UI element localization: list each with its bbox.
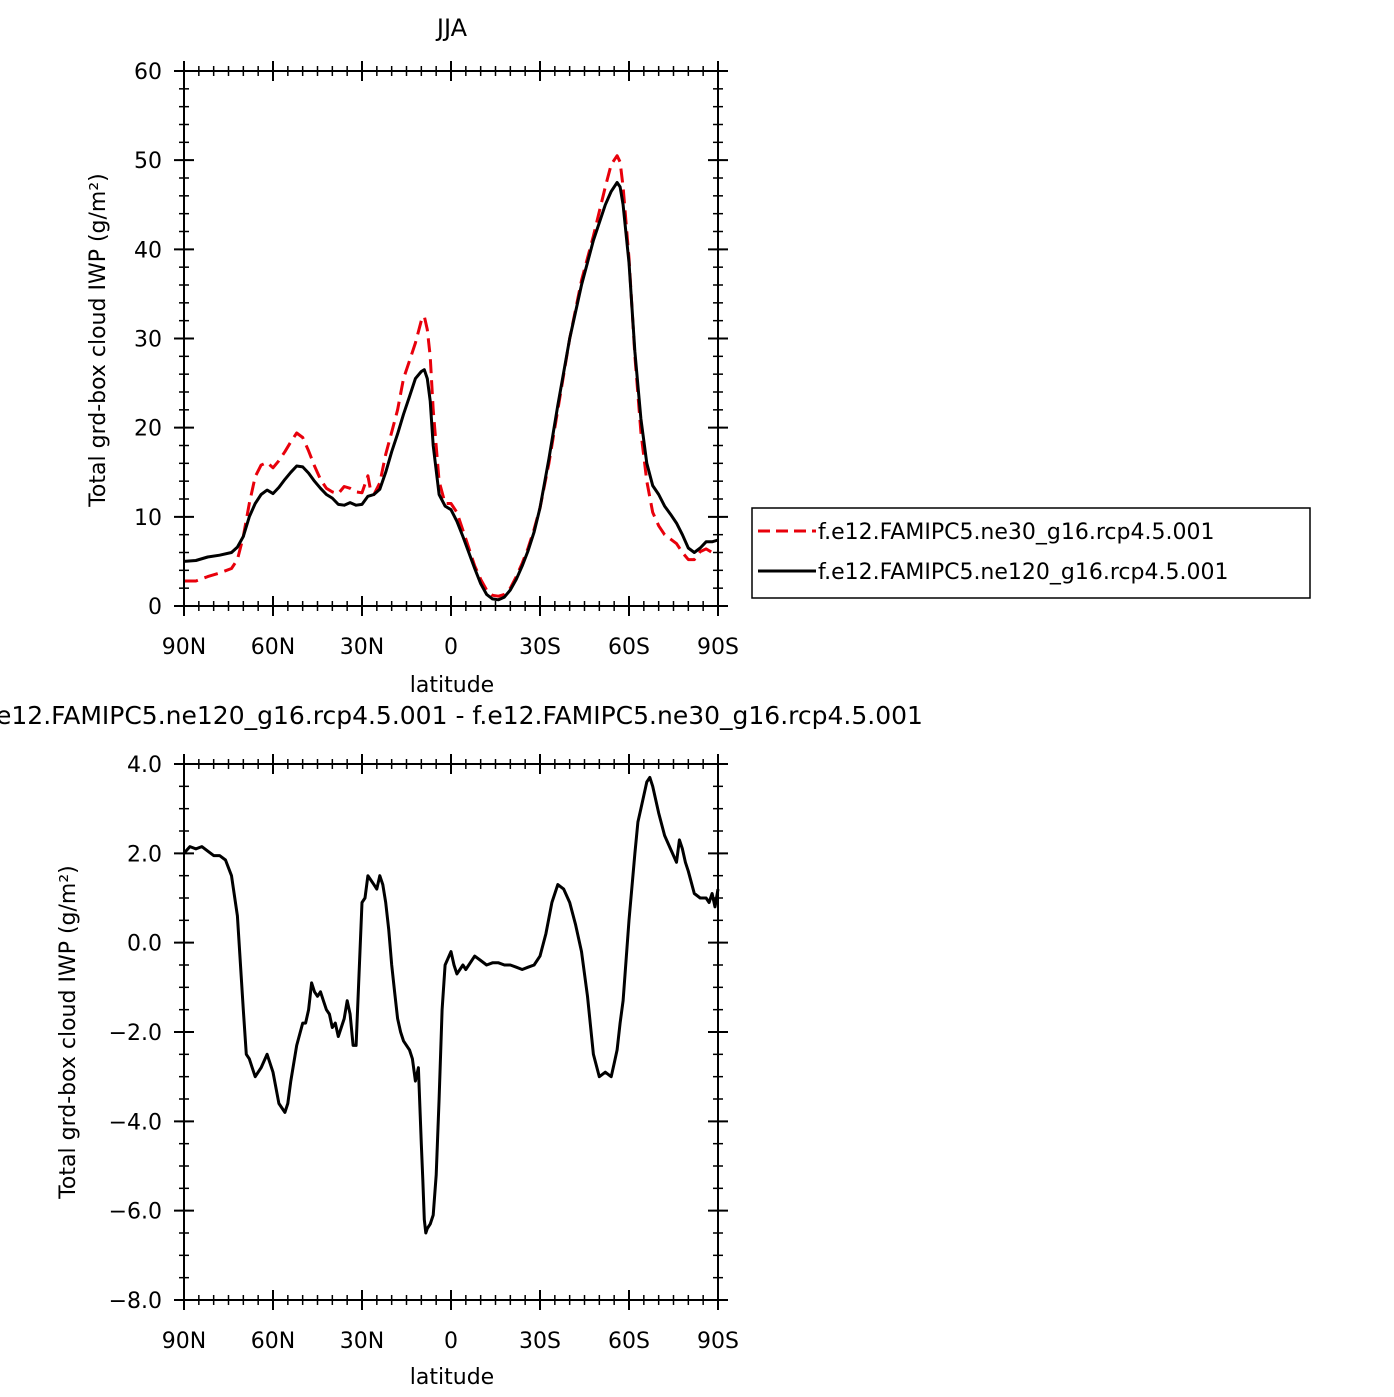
y-tick-label: 0 xyxy=(148,595,162,620)
y-axis-label: Total grd-box cloud IWP (g/m²) xyxy=(56,865,81,1200)
legend-box xyxy=(751,507,1311,599)
x-tick-label: 90S xyxy=(697,1329,739,1354)
y-tick-label: 20 xyxy=(134,417,162,442)
y-tick-label: 0.0 xyxy=(127,932,162,957)
y-tick-label: 60 xyxy=(134,60,162,85)
x-tick-label: 90N xyxy=(162,1329,206,1354)
x-tick-label: 30N xyxy=(340,1329,384,1354)
series-lines xyxy=(183,154,719,602)
y-tick-label: 2.0 xyxy=(127,842,162,867)
x-tick-label: 30S xyxy=(519,635,561,660)
plot-frame xyxy=(183,70,719,607)
bottom-panel: f.e12.FAMIPC5.ne120_g16.rcp4.5.001 - f.e… xyxy=(0,701,923,1390)
y-tick-label: 4.0 xyxy=(127,753,162,778)
x-tick-label: 90N xyxy=(162,635,206,660)
y-tick-label: −8.0 xyxy=(109,1289,162,1314)
y-tick-label: −6.0 xyxy=(109,1200,162,1225)
chart-title: f.e12.FAMIPC5.ne120_g16.rcp4.5.001 - f.e… xyxy=(0,701,923,730)
series-line-1 xyxy=(182,775,720,1235)
x-tick-label: 30N xyxy=(340,635,384,660)
top-panel: JJA Total grd-box cloud IWP (g/m²) latit… xyxy=(86,14,739,698)
legend-label-ne120: f.e12.FAMIPC5.ne120_g16.rcp4.5.001 xyxy=(818,560,1228,585)
legend-label-ne30: f.e12.FAMIPC5.ne30_g16.rcp4.5.001 xyxy=(818,520,1214,545)
x-tick-label: 60S xyxy=(608,635,650,660)
y-tick-label: 50 xyxy=(134,149,162,174)
y-tick-label: 10 xyxy=(134,506,162,531)
plot-frame xyxy=(183,763,719,1301)
y-tick-label: −4.0 xyxy=(109,1110,162,1135)
series-line-2 xyxy=(183,181,719,602)
axis-ticks: −8.0 −6.0 −4.0 −2.0 0.0 2.0 4.0 90N 60N 30N 0 30S 60… xyxy=(109,753,739,1354)
x-tick-label: 60N xyxy=(251,635,295,660)
x-tick-label: 0 xyxy=(444,1329,458,1354)
y-tick-label: 30 xyxy=(134,328,162,353)
y-axis-label: Total grd-box cloud IWP (g/m²) xyxy=(86,173,111,508)
x-axis-label: latitude xyxy=(410,1365,494,1390)
x-axis-label: latitude xyxy=(410,673,494,698)
x-tick-label: 60S xyxy=(608,1329,650,1354)
series-lines xyxy=(182,775,720,1235)
legend: f.e12.FAMIPC5.ne30_g16.rcp4.5.001 f.e12.… xyxy=(751,507,1311,599)
y-tick-label: −2.0 xyxy=(109,1021,162,1046)
x-tick-label: 90S xyxy=(697,635,739,660)
y-tick-label: 40 xyxy=(134,238,162,263)
x-tick-label: 30S xyxy=(519,1329,561,1354)
x-tick-label: 0 xyxy=(444,635,458,660)
chart-title: JJA xyxy=(435,14,468,42)
x-tick-label: 60N xyxy=(251,1329,295,1354)
